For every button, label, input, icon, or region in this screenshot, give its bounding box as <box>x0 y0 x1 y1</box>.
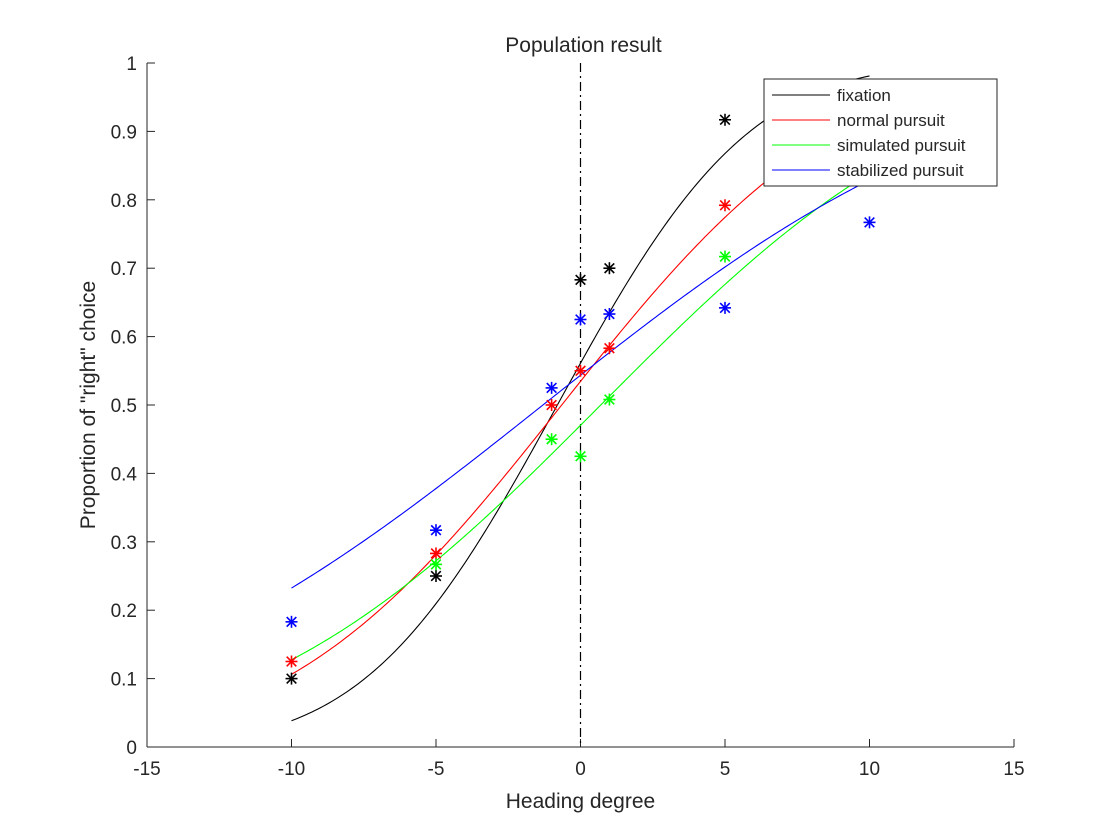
legend-entries: fixation normal pursuit simulated pursuit s… <box>772 86 966 180</box>
data-point-simulated-pursuit <box>603 393 616 406</box>
y-axis-label: Proportion of "right" choice <box>77 281 100 529</box>
legend-label: stabilized pursuit <box>837 161 964 180</box>
y-tick-label: 0.2 <box>111 601 137 622</box>
data-point-normal-pursuit <box>285 655 298 668</box>
data-point-stabilized-pursuit <box>574 313 587 326</box>
x-tick-label: -10 <box>278 759 305 780</box>
x-tick-label: -15 <box>133 759 160 780</box>
legend: fixation normal pursuit simulated pursuit s… <box>763 78 998 187</box>
data-point-fixation <box>719 113 731 126</box>
data-point-simulated-pursuit <box>574 450 587 463</box>
data-point-simulated-pursuit <box>545 433 558 446</box>
data-point-normal-pursuit <box>545 399 558 411</box>
y-tick-label: 0.1 <box>111 670 137 691</box>
legend-label: fixation <box>837 86 891 105</box>
data-point-stabilized-pursuit <box>719 301 731 314</box>
data-point-stabilized-pursuit <box>430 524 442 537</box>
data-point-simulated-pursuit <box>430 558 442 571</box>
x-tick-label: 5 <box>720 759 731 780</box>
y-tick-label: 0.6 <box>111 328 137 349</box>
legend-label: simulated pursuit <box>837 136 966 155</box>
data-point-stabilized-pursuit <box>545 381 558 394</box>
data-point-normal-pursuit <box>603 342 616 355</box>
data-point-fixation <box>603 262 616 275</box>
data-point-normal-pursuit <box>719 199 731 212</box>
x-tick-label: -5 <box>428 759 445 780</box>
fit-curve-simulated-pursuit <box>291 172 870 661</box>
x-tick-label: 0 <box>575 759 586 780</box>
data-point-fixation <box>285 672 298 685</box>
data-point-stabilized-pursuit <box>863 216 876 229</box>
y-tick-label: 0.5 <box>111 396 137 417</box>
data-markers <box>285 113 876 685</box>
legend-box <box>763 78 998 187</box>
x-axis-label: Heading degree <box>506 790 655 813</box>
x-ticks: -15 -10 -5 0 5 10 15 <box>133 739 1025 780</box>
y-tick-label: 0.3 <box>111 533 137 554</box>
chart-title: Population result <box>505 34 662 57</box>
x-tick-label: 10 <box>859 759 880 780</box>
data-point-normal-pursuit <box>574 364 587 377</box>
y-tick-label: 0 <box>126 738 137 759</box>
data-point-simulated-pursuit <box>719 250 731 263</box>
y-tick-label: 0.9 <box>111 122 137 143</box>
data-point-normal-pursuit <box>430 547 442 560</box>
data-point-stabilized-pursuit <box>285 615 298 628</box>
data-point-stabilized-pursuit <box>603 308 616 321</box>
x-tick-label: 15 <box>1003 759 1024 780</box>
y-tick-label: 1 <box>126 54 137 75</box>
y-ticks: 0 0.1 0.2 0.3 0.4 0.5 0.6 0.7 0.8 0.9 1 <box>111 54 155 759</box>
data-point-fixation <box>430 570 442 582</box>
y-tick-label: 0.8 <box>111 191 137 212</box>
y-tick-label: 0.4 <box>111 464 138 485</box>
legend-label: normal pursuit <box>837 111 945 130</box>
data-point-fixation <box>574 273 587 286</box>
y-tick-label: 0.7 <box>111 259 137 280</box>
